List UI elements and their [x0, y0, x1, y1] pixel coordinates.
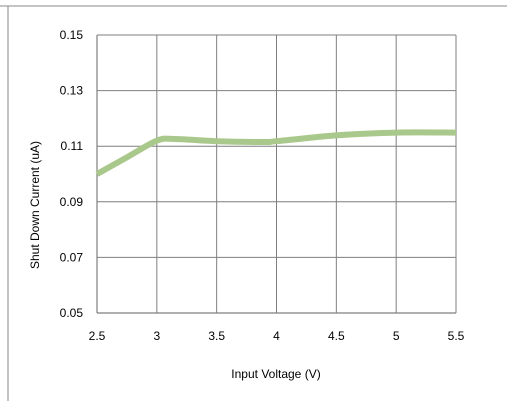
x-tick-label: 4	[273, 329, 280, 343]
x-tick-labels: 2.5 3 3.5 4 4.5 5 5.5	[89, 329, 465, 343]
y-tick-labels: 0.15 0.13 0.11 0.09 0.07 0.05	[60, 28, 84, 320]
x-tick-label: 3.5	[208, 329, 225, 343]
x-axis-label: Input Voltage (V)	[231, 367, 320, 381]
y-tick-label: 0.05	[60, 306, 84, 320]
x-tick-label: 5.5	[448, 329, 465, 343]
x-tick-label: 3	[153, 329, 160, 343]
y-tick-label: 0.09	[60, 195, 84, 209]
x-tick-label: 2.5	[89, 329, 106, 343]
y-tick-label: 0.07	[60, 250, 84, 264]
y-tick-label: 0.13	[60, 84, 84, 98]
y-tick-label: 0.11	[61, 139, 84, 153]
x-tick-label: 4.5	[328, 329, 345, 343]
x-tick-label: 5	[393, 329, 400, 343]
y-axis-label: Shut Down Current (uA)	[28, 141, 42, 269]
series-layer	[95, 129, 457, 177]
grid-lines	[96, 34, 457, 314]
series-line	[95, 129, 457, 177]
y-tick-label: 0.15	[60, 28, 84, 42]
